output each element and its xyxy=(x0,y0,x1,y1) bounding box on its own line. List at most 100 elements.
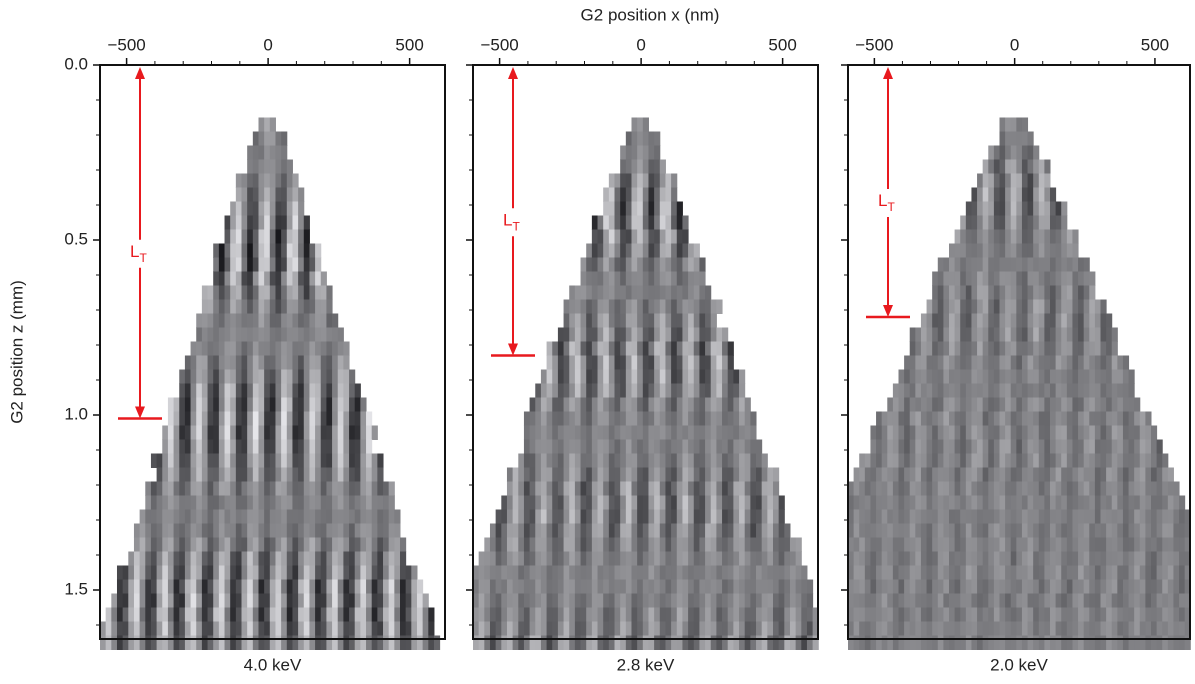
carpet-pixel xyxy=(1151,594,1157,609)
carpet-pixel xyxy=(1112,412,1118,427)
carpet-pixel xyxy=(569,482,575,497)
carpet-pixel xyxy=(157,482,163,497)
carpet-pixel xyxy=(185,356,191,371)
carpet-pixel xyxy=(949,286,955,301)
carpet-pixel xyxy=(915,608,921,623)
carpet-pixel xyxy=(1168,482,1174,497)
carpet-pixel xyxy=(1072,286,1078,301)
carpet-pixel xyxy=(977,412,983,427)
carpet-pixel xyxy=(1028,636,1034,651)
carpet-pixel xyxy=(530,440,536,455)
carpet-pixel xyxy=(106,622,112,637)
carpet-pixel xyxy=(168,594,174,609)
carpet-pixel xyxy=(219,538,225,553)
carpet-pixel xyxy=(213,496,219,511)
carpet-pixel xyxy=(648,272,654,287)
carpet-pixel xyxy=(921,412,927,427)
carpet-pixel xyxy=(1134,510,1140,525)
carpet-pixel xyxy=(1129,412,1135,427)
carpet-pixel xyxy=(870,636,876,651)
carpet-pixel xyxy=(921,594,927,609)
carpet-pixel xyxy=(688,524,694,539)
carpet-pixel xyxy=(134,538,140,553)
carpet-pixel xyxy=(1123,440,1129,455)
carpet-pixel xyxy=(966,636,972,651)
carpet-pixel xyxy=(643,258,649,273)
carpet-pixel xyxy=(671,202,677,217)
carpet-pixel xyxy=(1039,272,1045,287)
carpet-pixel xyxy=(275,412,281,427)
carpet-pixel xyxy=(711,496,717,511)
carpet-pixel xyxy=(275,160,281,175)
carpet-pixel xyxy=(592,370,598,385)
carpet-pixel xyxy=(660,608,666,623)
carpet-pixel xyxy=(671,370,677,385)
carpet-pixel xyxy=(609,622,615,637)
carpet-pixel xyxy=(654,230,660,245)
carpet-pixel xyxy=(298,370,304,385)
carpet-pixel xyxy=(541,636,547,651)
carpet-pixel xyxy=(219,454,225,469)
carpet-pixel xyxy=(377,622,383,637)
carpet-pixel xyxy=(915,622,921,637)
carpet-pixel xyxy=(682,524,688,539)
carpet-pixel xyxy=(1095,524,1101,539)
carpet-pixel xyxy=(983,188,989,203)
carpet-pixel xyxy=(927,384,933,399)
carpet-pixel xyxy=(870,566,876,581)
carpet-pixel xyxy=(1022,552,1028,567)
carpet-pixel xyxy=(637,482,643,497)
carpet-pixel xyxy=(722,370,728,385)
carpet-pixel xyxy=(960,594,966,609)
carpet-pixel xyxy=(202,440,208,455)
carpet-pixel xyxy=(716,594,722,609)
carpet-pixel xyxy=(242,188,248,203)
carpet-pixel xyxy=(966,230,972,245)
carpet-pixel xyxy=(882,482,888,497)
carpet-pixel xyxy=(977,272,983,287)
carpet-pixel xyxy=(1106,496,1112,511)
carpet-pixel xyxy=(660,314,666,329)
carpet-pixel xyxy=(779,538,785,553)
carpet-pixel xyxy=(1134,454,1140,469)
carpet-pixel xyxy=(304,580,310,595)
carpet-pixel xyxy=(643,300,649,315)
carpet-pixel xyxy=(507,538,513,553)
carpet-pixel xyxy=(134,622,140,637)
carpet-pixel xyxy=(648,636,654,651)
carpet-pixel xyxy=(1106,440,1112,455)
carpet-pixel xyxy=(275,524,281,539)
carpet-pixel xyxy=(631,552,637,567)
carpet-pixel xyxy=(253,230,259,245)
carpet-pixel xyxy=(1106,594,1112,609)
carpet-pixel xyxy=(287,314,293,329)
carpet-pixel xyxy=(631,132,637,147)
carpet-pixel xyxy=(298,454,304,469)
carpet-pixel xyxy=(626,146,632,161)
carpet-pixel xyxy=(1044,440,1050,455)
carpet-pixel xyxy=(1050,468,1056,483)
carpet-pixel xyxy=(111,636,117,651)
carpet-pixel xyxy=(854,622,860,637)
carpet-pixel xyxy=(854,636,860,651)
carpet-pixel xyxy=(733,524,739,539)
carpet-pixel xyxy=(1022,440,1028,455)
carpet-pixel xyxy=(264,258,270,273)
carpet-pixel xyxy=(552,384,558,399)
carpet-pixel xyxy=(1039,384,1045,399)
carpet-pixel xyxy=(711,342,717,357)
carpet-pixel xyxy=(762,496,768,511)
carpet-pixel xyxy=(298,608,304,623)
carpet-pixel xyxy=(275,188,281,203)
carpet-pixel xyxy=(253,580,259,595)
carpet-pixel xyxy=(915,426,921,441)
carpet-pixel xyxy=(174,524,180,539)
carpet-pixel xyxy=(1101,524,1107,539)
carpet-pixel xyxy=(682,300,688,315)
carpet-pixel xyxy=(128,552,134,567)
carpet-pixel xyxy=(722,426,728,441)
carpet-pixel xyxy=(1022,524,1028,539)
carpet-pixel xyxy=(1000,524,1006,539)
carpet-pixel xyxy=(253,328,259,343)
carpet-pixel xyxy=(1157,636,1163,651)
